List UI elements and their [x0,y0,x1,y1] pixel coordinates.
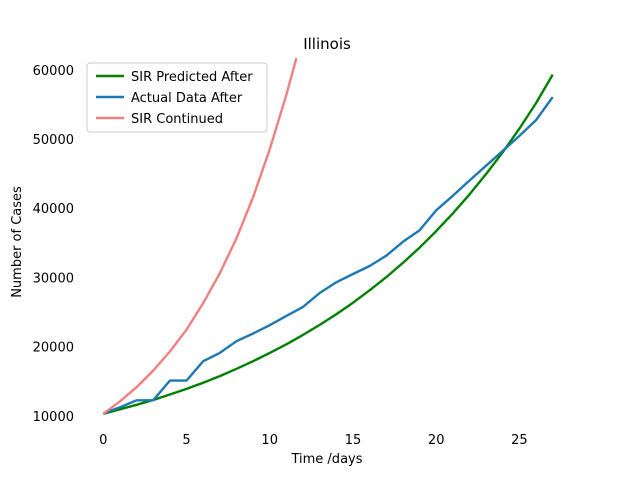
y-axis-ticks: 10000 20000 30000 40000 50000 60000 [33,64,74,425]
legend-label-sir-predicted: SIR Predicted After [131,70,253,85]
x-tick-label: 0 [99,433,107,448]
legend: SIR Predicted After Actual Data After SI… [87,63,267,132]
y-tick-label: 20000 [33,341,74,356]
x-axis-label: Time /days [290,452,362,467]
x-tick-label: 10 [261,433,278,448]
y-axis-label: Number of Cases [10,186,25,298]
legend-label-actual-data: Actual Data After [131,91,243,106]
x-axis-ticks: 0 5 10 15 20 25 [99,433,528,448]
y-tick-label: 50000 [33,133,74,148]
y-tick-label: 10000 [33,410,74,425]
x-tick-label: 15 [345,433,362,448]
legend-label-sir-continued: SIR Continued [131,112,223,127]
y-tick-label: 60000 [33,64,74,79]
y-tick-label: 40000 [33,202,74,217]
series-line-actual-data [103,97,552,413]
x-tick-label: 20 [428,433,445,448]
x-tick-label: 25 [511,433,528,448]
y-tick-label: 30000 [33,272,74,287]
x-tick-label: 5 [182,433,190,448]
chart-title: Illinois [303,35,351,53]
